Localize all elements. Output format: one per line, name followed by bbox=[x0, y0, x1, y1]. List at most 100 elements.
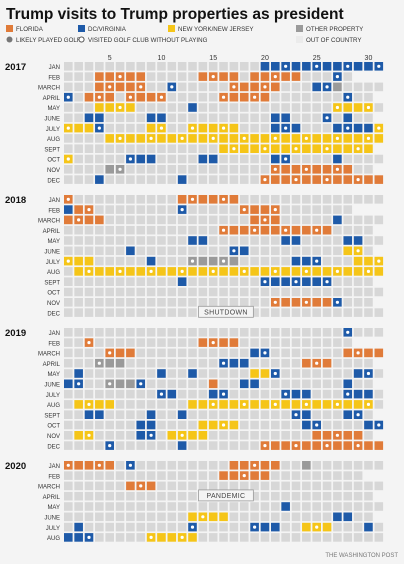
day-cell-empty bbox=[353, 481, 363, 491]
month-row-oct: OCT bbox=[47, 154, 384, 164]
day-cell-florida bbox=[219, 338, 228, 347]
day-cell-empty bbox=[312, 533, 321, 542]
day-cell-empty bbox=[74, 420, 83, 430]
day-cell-empty bbox=[115, 400, 125, 409]
month-label: OCT bbox=[47, 424, 60, 430]
day-cell-florida bbox=[302, 225, 311, 235]
visit-marker-icon bbox=[97, 95, 101, 99]
day-cell-empty bbox=[126, 62, 135, 71]
legend-item-dc: DC/VIRGINIA bbox=[78, 25, 127, 33]
day-cell-ny bbox=[126, 134, 135, 143]
day-cell-empty bbox=[322, 328, 332, 337]
day-cell-other bbox=[115, 358, 125, 368]
day-cell-empty bbox=[126, 338, 135, 347]
month-row-oct: OCT bbox=[47, 287, 384, 297]
day-cell-ny bbox=[84, 123, 94, 133]
day-cell-empty bbox=[322, 123, 332, 133]
day-cell-florida bbox=[374, 175, 384, 184]
day-cell-empty bbox=[167, 236, 177, 245]
day-cell-florida bbox=[250, 215, 259, 225]
visit-marker-icon bbox=[242, 269, 246, 273]
day-cell-empty bbox=[250, 410, 259, 419]
day-cell-dc bbox=[250, 348, 259, 358]
legend-label-golf: LIKELY PLAYED GOLF bbox=[16, 37, 81, 44]
month-label: FEB bbox=[48, 208, 60, 214]
day-cell-empty bbox=[74, 512, 83, 522]
day-cell-empty bbox=[146, 246, 156, 256]
day-cell-empty bbox=[177, 502, 187, 511]
day-cell-empty bbox=[188, 389, 197, 399]
day-cell-ny bbox=[250, 400, 259, 409]
month-label: NOV bbox=[47, 434, 60, 440]
day-cell-dc bbox=[291, 236, 301, 245]
day-cell-empty bbox=[177, 328, 187, 337]
day-cell-dc bbox=[95, 410, 104, 419]
day-cell-dc bbox=[84, 410, 94, 419]
day-cell-empty bbox=[115, 62, 125, 71]
day-cell-empty bbox=[239, 103, 249, 112]
day-cell-empty bbox=[250, 328, 259, 337]
month-row-aug: AUG bbox=[47, 400, 384, 409]
day-cell-empty bbox=[281, 82, 290, 92]
day-cell-empty bbox=[250, 62, 259, 71]
visit-marker-icon bbox=[284, 64, 288, 68]
day-cell-empty bbox=[146, 328, 156, 337]
day-cell-empty bbox=[74, 287, 83, 297]
month-row-feb: FEB bbox=[48, 471, 363, 480]
day-cell-empty bbox=[177, 348, 187, 358]
day-cell-empty bbox=[250, 165, 259, 174]
day-cell-empty bbox=[146, 236, 156, 245]
day-cell-empty bbox=[312, 471, 321, 480]
day-cell-empty bbox=[157, 481, 166, 491]
day-cell-empty bbox=[312, 369, 321, 378]
day-cell-empty bbox=[105, 328, 114, 337]
visit-marker-icon bbox=[118, 75, 122, 79]
day-cell-empty bbox=[126, 215, 135, 225]
day-cell-empty bbox=[105, 512, 114, 522]
day-cell-empty bbox=[364, 236, 373, 245]
day-cell-empty bbox=[146, 175, 156, 184]
day-cell-empty bbox=[271, 328, 280, 337]
day-cell-ny bbox=[343, 400, 353, 409]
day-cell-empty bbox=[229, 165, 239, 174]
visit-marker-icon bbox=[263, 444, 267, 448]
day-cell-ny bbox=[281, 134, 290, 143]
month-label: MARCH bbox=[38, 86, 60, 92]
day-cell-empty bbox=[208, 236, 218, 245]
month-label: JUNE bbox=[44, 516, 60, 522]
visit-marker-icon bbox=[180, 208, 184, 212]
day-cell-dc bbox=[239, 358, 249, 368]
day-cell-empty bbox=[105, 215, 114, 225]
day-cell-empty bbox=[177, 420, 187, 430]
visit-marker-icon bbox=[346, 126, 350, 130]
day-cell-empty bbox=[167, 410, 177, 419]
day-cell-florida bbox=[322, 165, 332, 174]
day-cell-ny bbox=[374, 134, 384, 143]
day-cell-ny bbox=[188, 431, 197, 440]
day-cell-empty bbox=[364, 533, 373, 542]
day-cell-florida bbox=[250, 82, 259, 92]
day-cell-empty bbox=[271, 512, 280, 522]
visit-marker-icon bbox=[315, 64, 319, 68]
day-cell-empty bbox=[84, 246, 94, 256]
day-cell-empty bbox=[374, 461, 384, 470]
day-cell-ny bbox=[260, 369, 270, 378]
day-cell-empty bbox=[146, 441, 156, 450]
day-cell-empty bbox=[177, 82, 187, 92]
day-cell-empty bbox=[84, 358, 94, 368]
day-cell-florida bbox=[343, 348, 353, 358]
day-cell-ny bbox=[271, 144, 280, 153]
day-cell-empty bbox=[312, 338, 321, 347]
month-row-jan: JAN bbox=[49, 195, 384, 204]
visit-marker-icon bbox=[263, 351, 267, 355]
day-cell-empty bbox=[229, 379, 239, 389]
visit-marker-icon bbox=[180, 136, 184, 140]
day-cell-empty bbox=[126, 277, 135, 286]
month-row-april: APRIL bbox=[43, 358, 373, 368]
day-cell-florida bbox=[260, 471, 270, 480]
month-row-july: JULY bbox=[46, 123, 384, 133]
day-cell-empty bbox=[188, 379, 197, 389]
day-cell-empty bbox=[291, 113, 301, 123]
visit-marker-icon bbox=[139, 85, 143, 89]
visit-marker-icon bbox=[242, 136, 246, 140]
